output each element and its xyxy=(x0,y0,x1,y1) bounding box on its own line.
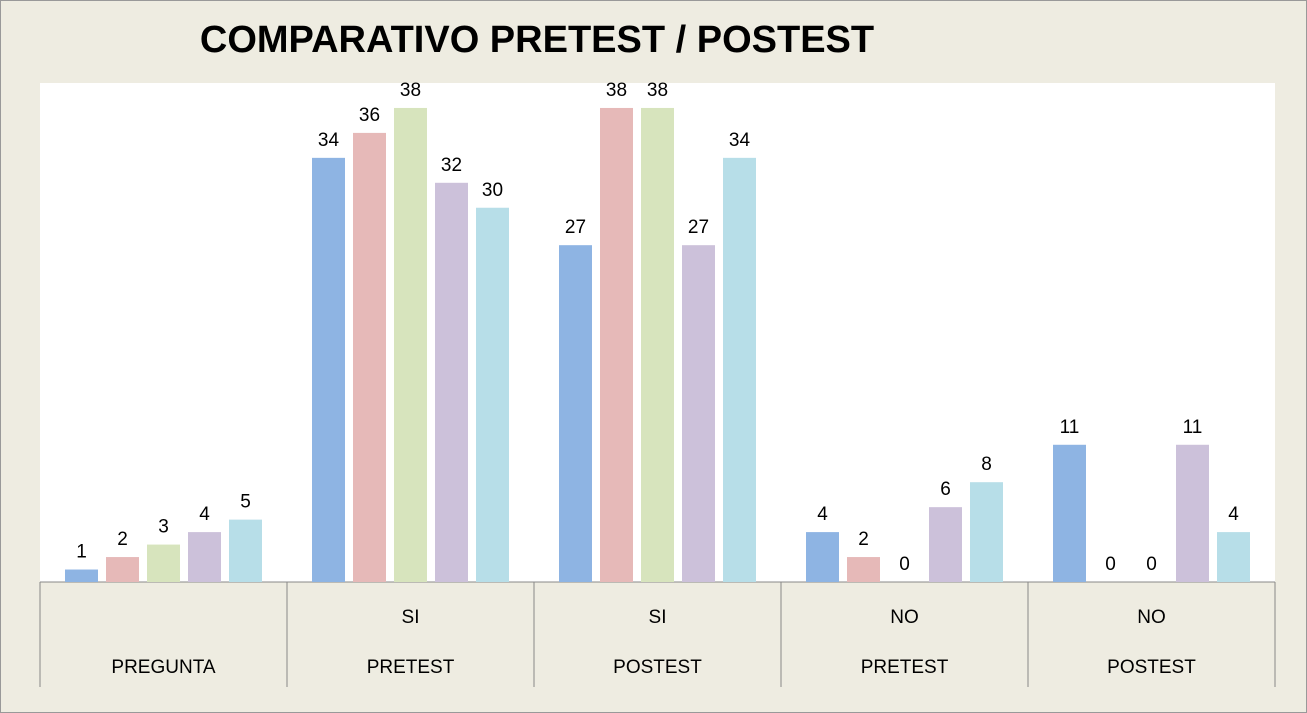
bar xyxy=(106,557,139,582)
data-label: 27 xyxy=(688,217,709,238)
bar xyxy=(229,519,262,582)
x-tick-label: PRETEST xyxy=(367,657,455,678)
bar xyxy=(1053,444,1086,582)
x-tick-label: POSTEST xyxy=(1107,657,1196,678)
data-label: 0 xyxy=(1146,554,1157,575)
bar xyxy=(970,482,1003,582)
bar xyxy=(1217,532,1250,582)
data-label: 4 xyxy=(817,504,828,525)
data-label: 34 xyxy=(729,130,751,151)
data-label: 27 xyxy=(565,217,586,238)
data-label: 38 xyxy=(400,80,421,101)
data-label: 4 xyxy=(199,504,210,525)
bar xyxy=(65,569,98,582)
data-label: 0 xyxy=(899,554,910,575)
x-tick-label: POSTEST xyxy=(613,657,702,678)
data-label: 6 xyxy=(940,479,951,500)
x-tick-label: SI xyxy=(402,607,420,628)
bar xyxy=(394,107,427,582)
x-tick-label: PRETEST xyxy=(861,657,949,678)
x-tick-label: NO xyxy=(890,607,919,628)
bar xyxy=(847,557,880,582)
data-label: 36 xyxy=(359,105,380,126)
data-label: 5 xyxy=(240,492,251,513)
bar xyxy=(723,157,756,582)
data-label: 2 xyxy=(117,529,128,550)
data-label: 0 xyxy=(1105,554,1116,575)
x-tick-label: PREGUNTA xyxy=(111,657,215,678)
data-label: 11 xyxy=(1183,417,1203,438)
bar xyxy=(929,507,962,582)
bar xyxy=(435,182,468,583)
data-label: 4 xyxy=(1228,504,1239,525)
bar xyxy=(188,532,221,582)
bar xyxy=(600,107,633,582)
bar xyxy=(1176,444,1209,582)
bar xyxy=(476,207,509,582)
bar xyxy=(353,132,386,582)
bar xyxy=(806,532,839,582)
data-label: 2 xyxy=(858,529,869,550)
bar xyxy=(641,107,674,582)
bar xyxy=(312,157,345,582)
data-label: 38 xyxy=(606,80,627,101)
data-label: 3 xyxy=(158,517,169,538)
data-label: 30 xyxy=(482,180,503,201)
x-tick-label: SI xyxy=(649,607,667,628)
data-label: 38 xyxy=(647,80,668,101)
chart-title: COMPARATIVO PRETEST / POSTEST xyxy=(200,19,874,61)
bar xyxy=(559,245,592,583)
data-label: 34 xyxy=(318,130,340,151)
data-label: 8 xyxy=(981,454,992,475)
data-label: 11 xyxy=(1060,417,1080,438)
data-label: 32 xyxy=(441,155,462,176)
bar xyxy=(682,245,715,583)
x-tick-label: NO xyxy=(1137,607,1166,628)
bar xyxy=(147,544,180,582)
data-label: 1 xyxy=(76,542,87,563)
